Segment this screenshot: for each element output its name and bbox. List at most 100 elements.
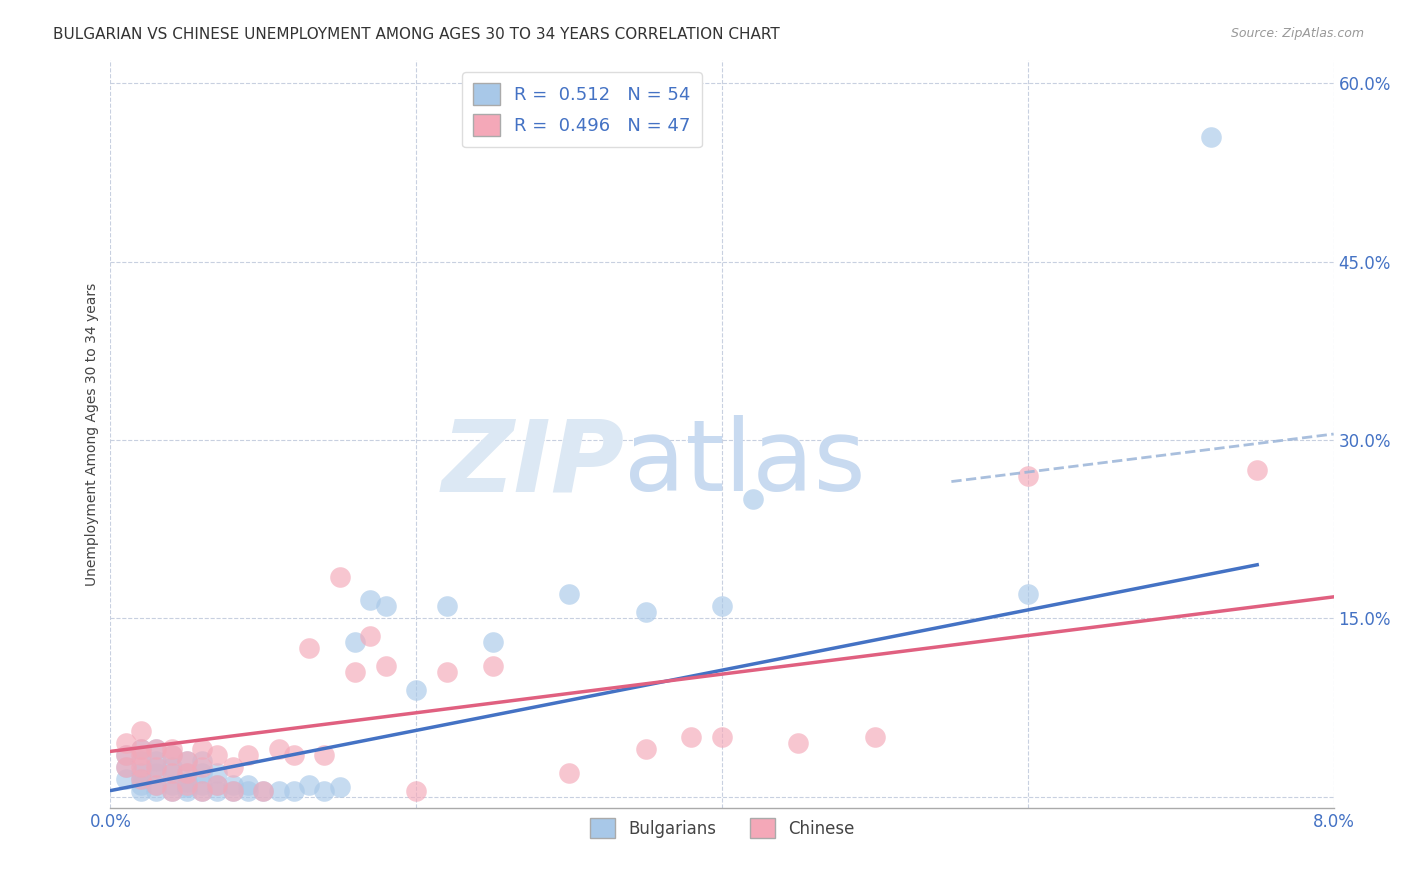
Point <box>129 765 152 780</box>
Point <box>207 765 229 780</box>
Point <box>222 778 245 792</box>
Point <box>436 665 458 679</box>
Point <box>176 765 198 780</box>
Point <box>359 629 381 643</box>
Point <box>145 778 167 792</box>
Point <box>267 742 290 756</box>
Point <box>863 730 886 744</box>
Point <box>114 760 136 774</box>
Point <box>711 730 734 744</box>
Point <box>160 765 183 780</box>
Point <box>481 658 503 673</box>
Point <box>145 760 167 774</box>
Point <box>129 760 152 774</box>
Point <box>634 742 657 756</box>
Point <box>176 780 198 794</box>
Point <box>176 754 198 768</box>
Point <box>114 772 136 786</box>
Text: atlas: atlas <box>624 416 866 513</box>
Point <box>160 783 183 797</box>
Point <box>1201 129 1223 144</box>
Point <box>191 760 214 774</box>
Point <box>145 754 167 768</box>
Point <box>145 742 167 756</box>
Text: ZIP: ZIP <box>441 416 624 513</box>
Point <box>114 747 136 762</box>
Point <box>222 783 245 797</box>
Point <box>191 783 214 797</box>
Point <box>298 778 321 792</box>
Point <box>374 599 396 614</box>
Point <box>222 760 245 774</box>
Point <box>176 765 198 780</box>
Point <box>207 778 229 792</box>
Point <box>222 783 245 797</box>
Point <box>558 587 581 601</box>
Point <box>436 599 458 614</box>
Point <box>236 747 259 762</box>
Point <box>787 736 810 750</box>
Point <box>160 765 183 780</box>
Point <box>329 780 352 794</box>
Point <box>114 747 136 762</box>
Point <box>160 747 183 762</box>
Point <box>129 754 152 768</box>
Point <box>236 778 259 792</box>
Point <box>681 730 703 744</box>
Point <box>252 783 274 797</box>
Point <box>129 778 152 792</box>
Point <box>176 778 198 792</box>
Point <box>160 760 183 774</box>
Point <box>191 754 214 768</box>
Point <box>176 783 198 797</box>
Point <box>1246 463 1268 477</box>
Text: Source: ZipAtlas.com: Source: ZipAtlas.com <box>1230 27 1364 40</box>
Point <box>129 772 152 786</box>
Point <box>129 747 152 762</box>
Point <box>314 747 336 762</box>
Point <box>160 778 183 792</box>
Point <box>145 778 167 792</box>
Point <box>129 724 152 739</box>
Point <box>344 665 367 679</box>
Point <box>145 742 167 756</box>
Point <box>1017 468 1039 483</box>
Point <box>711 599 734 614</box>
Point <box>160 742 183 756</box>
Point <box>160 747 183 762</box>
Point <box>207 747 229 762</box>
Point <box>129 742 152 756</box>
Point <box>405 682 427 697</box>
Point <box>298 640 321 655</box>
Point <box>344 635 367 649</box>
Point <box>145 765 167 780</box>
Point <box>114 736 136 750</box>
Point <box>176 754 198 768</box>
Point <box>359 593 381 607</box>
Point <box>145 783 167 797</box>
Point <box>191 742 214 756</box>
Point <box>558 765 581 780</box>
Point <box>481 635 503 649</box>
Y-axis label: Unemployment Among Ages 30 to 34 years: Unemployment Among Ages 30 to 34 years <box>86 283 100 586</box>
Point <box>252 783 274 797</box>
Point <box>634 605 657 619</box>
Point <box>129 772 152 786</box>
Point <box>191 778 214 792</box>
Point <box>1017 587 1039 601</box>
Point <box>207 778 229 792</box>
Point <box>329 569 352 583</box>
Point <box>176 775 198 789</box>
Point <box>267 783 290 797</box>
Point <box>160 783 183 797</box>
Point <box>129 742 152 756</box>
Point <box>236 783 259 797</box>
Point <box>741 492 763 507</box>
Legend: Bulgarians, Chinese: Bulgarians, Chinese <box>583 812 860 845</box>
Point <box>114 760 136 774</box>
Point <box>314 783 336 797</box>
Point <box>207 783 229 797</box>
Point <box>191 783 214 797</box>
Point <box>374 658 396 673</box>
Point <box>283 747 305 762</box>
